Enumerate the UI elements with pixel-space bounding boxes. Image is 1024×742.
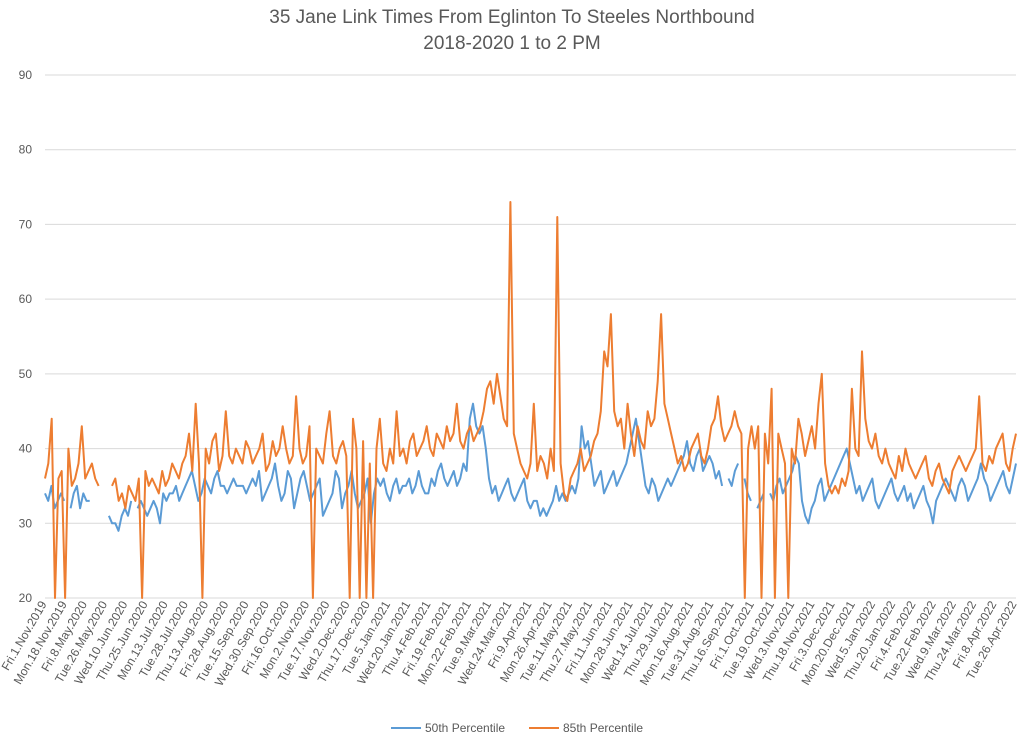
y-tick-label: 60 [19, 292, 33, 306]
y-axis-ticks: 20 30 40 50 60 70 80 90 [19, 68, 33, 605]
y-tick-label: 90 [19, 68, 33, 82]
legend-label: 50th Percentile [425, 721, 505, 735]
chart-subtitle: 2018-2020 1 to 2 PM [423, 33, 601, 54]
y-tick-label: 30 [19, 516, 33, 530]
legend: 50th Percentile 85th Percentile [391, 721, 643, 735]
y-tick-label: 50 [19, 367, 33, 381]
y-tick-label: 20 [19, 591, 33, 605]
chart-title: 35 Jane Link Times From Eglinton To Stee… [269, 7, 755, 28]
x-axis-ticks: Fri.1.Nov.2019Mon.18.Nov.2019Fri.8.May.2… [0, 598, 1020, 688]
y-tick-label: 80 [19, 143, 33, 157]
series-lines [44, 201, 1017, 599]
series-line-2 [44, 201, 1017, 599]
legend-label: 85th Percentile [563, 721, 643, 735]
y-tick-label: 70 [19, 217, 33, 231]
grid-lines [45, 74, 1016, 599]
y-tick-label: 40 [19, 442, 33, 456]
